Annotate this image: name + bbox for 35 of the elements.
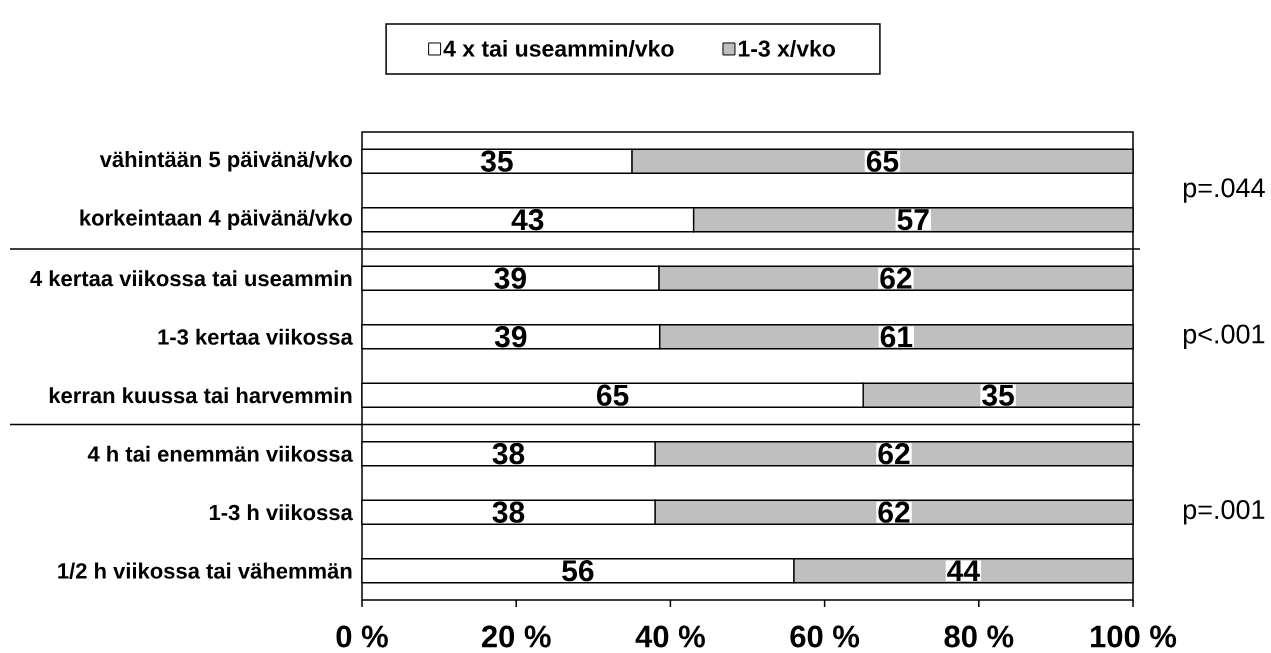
y-tick-label: 4 h tai enemmän viikossa — [87, 445, 353, 462]
data-label: 57 — [897, 209, 929, 231]
data-label: 56 — [562, 560, 594, 582]
data-label: 44 — [947, 560, 980, 582]
y-tick-label: 1-3 h viikossa — [209, 504, 353, 521]
data-label: 62 — [878, 501, 910, 523]
data-label: 39 — [494, 267, 526, 289]
data-label: 35 — [480, 150, 513, 172]
y-tick-label: 4 kertaa viikossa tai useammin — [30, 270, 352, 287]
data-label: 61 — [880, 326, 913, 348]
x-tick-label: 0 % — [336, 625, 388, 648]
data-label: 65 — [596, 384, 629, 406]
y-tick-label: korkeintaan 4 päivänä/vko — [80, 209, 352, 230]
y-tick-label: vähintään 5 päivänä/vko — [99, 151, 352, 172]
x-tick-label: 80 % — [944, 625, 1014, 648]
text: p=.001 — [1183, 500, 1265, 525]
text: p=.044 — [1183, 178, 1265, 203]
x-tick-label: 40 % — [635, 625, 705, 648]
data-label: 38 — [492, 501, 525, 523]
data-label: 62 — [880, 267, 912, 289]
data-label: 62 — [878, 443, 910, 465]
y-tick-label: 1-3 kertaa viikossa — [158, 328, 353, 345]
y-tick-label: 1/2 h viikossa tai vähemmän — [58, 562, 352, 579]
y-tick-label: kerran kuussa tai harvemmin — [49, 387, 352, 404]
data-label: 43 — [511, 209, 544, 231]
x-tick-label: 20 % — [481, 625, 551, 648]
data-label: 65 — [866, 150, 899, 172]
legend-label: 1-3 x/vko — [738, 39, 835, 58]
x-tick-label: 60 % — [790, 625, 860, 648]
legend-label: 4 x tai useammin/vko — [443, 39, 674, 58]
data-label: 38 — [492, 443, 525, 465]
data-label: 35 — [982, 384, 1014, 406]
text: p<.001 — [1183, 324, 1265, 349]
x-tick-label: 100 % — [1091, 625, 1177, 648]
data-label: 39 — [494, 326, 527, 348]
